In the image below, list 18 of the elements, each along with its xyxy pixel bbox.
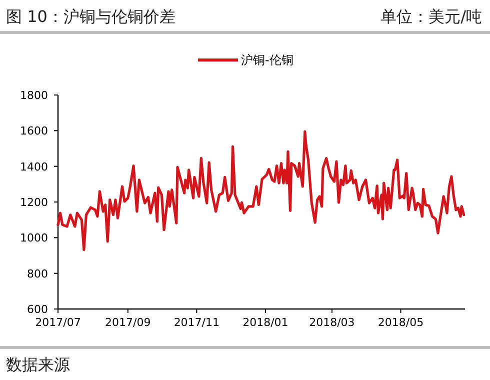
y-tick-label: 1800 (20, 89, 48, 102)
x-tick-label: 2018/05 (378, 316, 424, 329)
y-tick-label: 1600 (20, 124, 48, 138)
annotation: 数据来源 (6, 355, 70, 374)
legend-label: 沪铜-伦铜 (241, 53, 294, 67)
x-tick-label: 2018/01 (242, 316, 288, 329)
x-tick-label: 2017/09 (105, 316, 151, 329)
x-tick-label: 2017/07 (35, 316, 81, 329)
ylabel: 单位：美元/吨 (380, 7, 482, 26)
y-tick-label: 1000 (20, 232, 48, 245)
legend-item: 沪铜-伦铜 (198, 53, 294, 67)
title: 图 10：沪铜与伦铜价差 (6, 7, 176, 26)
x-tick-label: 2017/11 (174, 316, 220, 329)
y-tick-label: 1200 (20, 196, 48, 209)
y-tick-label: 800 (27, 267, 48, 280)
y-tick-label: 600 (27, 303, 48, 316)
y-tick-label: 1400 (20, 160, 48, 174)
x-tick-label: 2018/03 (309, 316, 355, 329)
